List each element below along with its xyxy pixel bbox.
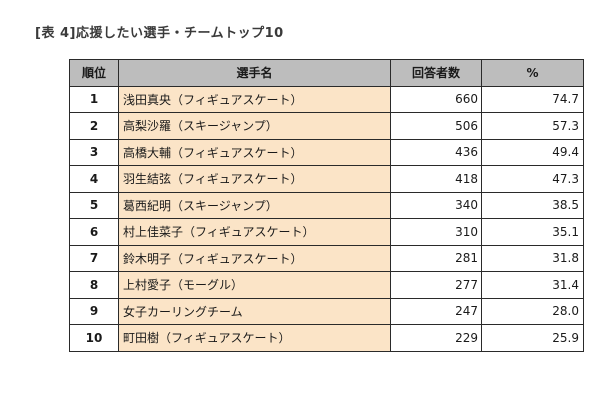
name-cell: 浅田真央（フィギュアスケート）	[118, 85, 391, 113]
table-row: 1 浅田真央（フィギュアスケート） 660 74.7	[69, 85, 584, 113]
name-cell: 鈴木明子（フィギュアスケート）	[118, 244, 391, 272]
header-name: 選手名	[118, 59, 391, 87]
rank-cell: 9	[69, 297, 119, 325]
rank-cell: 6	[69, 218, 119, 246]
header-count: 回答者数	[390, 59, 482, 87]
rank-cell: 2	[69, 112, 119, 140]
table-row: 9 女子カーリングチーム 247 28.0	[69, 297, 584, 325]
rank-cell: 5	[69, 191, 119, 219]
name-cell: 葛西紀明（スキージャンプ）	[118, 191, 391, 219]
table-row: 5 葛西紀明（スキージャンプ） 340 38.5	[69, 191, 584, 219]
name-cell: 高梨沙羅（スキージャンプ）	[118, 112, 391, 140]
percent-cell: 35.1	[481, 218, 584, 246]
table-header-row: 順位 選手名 回答者数 %	[69, 59, 584, 87]
header-rank: 順位	[69, 59, 119, 87]
percent-cell: 74.7	[481, 85, 584, 113]
table-row: 2 高梨沙羅（スキージャンプ） 506 57.3	[69, 112, 584, 140]
name-cell: 村上佳菜子（フィギュアスケート）	[118, 218, 391, 246]
count-cell: 247	[390, 297, 482, 325]
table-row: 10 町田樹（フィギュアスケート） 229 25.9	[69, 324, 584, 352]
percent-cell: 38.5	[481, 191, 584, 219]
table-caption: [表 4]応援したい選手・チームトップ10	[35, 26, 284, 41]
table-row: 3 高橋大輔（フィギュアスケート） 436 49.4	[69, 138, 584, 166]
percent-cell: 28.0	[481, 297, 584, 325]
count-cell: 281	[390, 244, 482, 272]
count-cell: 660	[390, 85, 482, 113]
percent-cell: 49.4	[481, 138, 584, 166]
ranking-table: 順位 選手名 回答者数 % 1 浅田真央（フィギュアスケート） 660 74.7…	[69, 59, 584, 352]
rank-cell: 1	[69, 85, 119, 113]
count-cell: 506	[390, 112, 482, 140]
header-percent: %	[481, 59, 584, 87]
table-row: 7 鈴木明子（フィギュアスケート） 281 31.8	[69, 244, 584, 272]
count-cell: 436	[390, 138, 482, 166]
name-cell: 羽生結弦（フィギュアスケート）	[118, 165, 391, 193]
table-row: 6 村上佳菜子（フィギュアスケート） 310 35.1	[69, 218, 584, 246]
rank-cell: 4	[69, 165, 119, 193]
table-row: 8 上村愛子（モーグル） 277 31.4	[69, 271, 584, 299]
name-cell: 女子カーリングチーム	[118, 297, 391, 325]
table-row: 4 羽生結弦（フィギュアスケート） 418 47.3	[69, 165, 584, 193]
percent-cell: 47.3	[481, 165, 584, 193]
rank-cell: 8	[69, 271, 119, 299]
count-cell: 229	[390, 324, 482, 352]
rank-cell: 7	[69, 244, 119, 272]
count-cell: 277	[390, 271, 482, 299]
percent-cell: 31.8	[481, 244, 584, 272]
percent-cell: 31.4	[481, 271, 584, 299]
name-cell: 町田樹（フィギュアスケート）	[118, 324, 391, 352]
rank-cell: 10	[69, 324, 119, 352]
count-cell: 310	[390, 218, 482, 246]
name-cell: 上村愛子（モーグル）	[118, 271, 391, 299]
rank-cell: 3	[69, 138, 119, 166]
count-cell: 418	[390, 165, 482, 193]
count-cell: 340	[390, 191, 482, 219]
name-cell: 高橋大輔（フィギュアスケート）	[118, 138, 391, 166]
percent-cell: 57.3	[481, 112, 584, 140]
percent-cell: 25.9	[481, 324, 584, 352]
